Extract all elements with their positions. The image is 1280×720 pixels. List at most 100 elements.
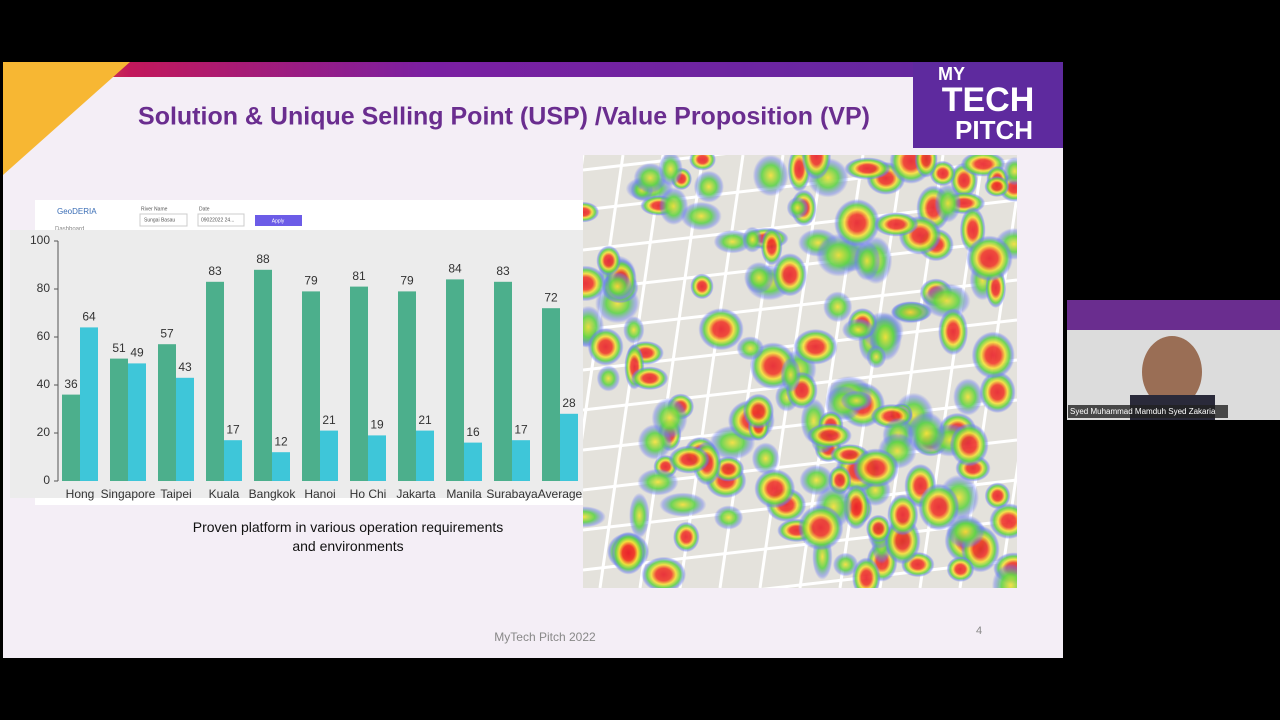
heat-blob — [865, 514, 891, 543]
data-label: 79 — [304, 274, 318, 288]
heat-blob — [629, 492, 650, 539]
chart-area — [10, 230, 583, 498]
participant-face — [1142, 336, 1202, 408]
heat-blob — [583, 265, 607, 302]
data-label: 51 — [112, 341, 126, 355]
heat-blob — [966, 235, 1013, 282]
heat-blob — [772, 253, 808, 297]
heat-blob — [623, 316, 645, 344]
heat-blob — [840, 390, 873, 412]
heat-blob — [979, 371, 1016, 414]
heat-blob — [611, 531, 646, 575]
heat-blob — [713, 505, 744, 530]
bar — [176, 377, 194, 481]
data-label: 21 — [418, 413, 432, 427]
logo-text: TECH — [942, 81, 1035, 119]
bar — [302, 291, 320, 481]
heat-blob — [690, 273, 714, 300]
heat-blob — [946, 514, 986, 549]
x-tick-label: Singapore — [101, 487, 156, 501]
x-tick-label: Hanoi — [304, 487, 335, 501]
heat-blob — [754, 468, 796, 509]
heat-blob — [989, 503, 1017, 540]
bar — [494, 281, 512, 481]
bar — [110, 358, 128, 481]
heat-blob — [1003, 156, 1017, 186]
bar — [464, 442, 482, 481]
page-number: 4 — [976, 625, 982, 637]
heat-blob — [780, 357, 801, 393]
bar — [416, 430, 434, 481]
street — [583, 155, 727, 172]
heat-blob — [689, 155, 717, 171]
heat-blob — [651, 397, 688, 439]
footer: MyTech Pitch 2022 — [494, 630, 596, 644]
dropdown-value: 09022022 24... — [201, 217, 234, 223]
heat-blob — [832, 552, 859, 577]
logo-text: MY — [938, 64, 965, 84]
heat-blob — [793, 328, 838, 365]
heat-blob — [698, 308, 744, 351]
bar — [224, 440, 242, 481]
heat-blob — [786, 196, 809, 219]
name-tag — [1068, 405, 1228, 418]
video-band — [1067, 300, 1280, 330]
caption: Proven platform in various operation req… — [193, 519, 504, 554]
data-label: 81 — [352, 269, 366, 283]
heat-blob — [583, 201, 600, 223]
x-tick-label: Ho Chi — [350, 487, 387, 501]
heat-blob — [799, 464, 834, 496]
bar — [446, 279, 464, 481]
data-label: 21 — [322, 413, 336, 427]
logo — [913, 62, 1063, 148]
heat-blob — [949, 423, 989, 467]
heat-blob — [844, 157, 891, 180]
heat-blob — [984, 175, 1010, 197]
participant-name: Syed Muhammad Mamduh Syed Zakaria — [1070, 407, 1216, 416]
heat-blob — [823, 291, 853, 323]
heat-blob — [713, 229, 752, 254]
data-label: 57 — [160, 326, 174, 340]
x-tick-label: Kuala — [209, 487, 240, 501]
heat-blob — [641, 556, 687, 588]
heat-blob — [743, 261, 775, 294]
heat-blob — [991, 563, 1017, 588]
apply-button[interactable] — [255, 215, 302, 226]
dropdown[interactable] — [197, 213, 245, 227]
corner-accent — [3, 62, 130, 175]
heat-blob — [596, 365, 621, 392]
heat-blob — [934, 184, 962, 223]
heat-blob — [742, 226, 763, 253]
heat-blob — [752, 155, 789, 197]
y-tick-label: 100 — [30, 233, 50, 247]
y-tick-label: 40 — [37, 377, 51, 391]
heat-blob — [873, 212, 919, 237]
y-tick-label: 20 — [37, 425, 51, 439]
heat-blob — [907, 411, 947, 455]
data-label: 83 — [208, 264, 222, 278]
heat-blob — [801, 155, 832, 180]
heat-blob — [693, 170, 725, 203]
heat-blob — [583, 506, 606, 528]
slide-title: Solution & Unique Selling Point (USP) /V… — [138, 103, 870, 131]
data-label: 64 — [82, 310, 96, 324]
dropdown[interactable] — [139, 213, 188, 227]
data-label: 17 — [514, 422, 528, 436]
x-tick-label: Hong — [66, 487, 95, 501]
heat-blob — [736, 336, 765, 361]
bar — [254, 269, 272, 481]
heat-blob — [797, 504, 844, 551]
heat-blob — [637, 468, 679, 496]
filter-label: Date — [199, 206, 210, 212]
bar — [368, 435, 386, 481]
data-label: 43 — [178, 360, 192, 374]
heat-blob — [630, 366, 669, 391]
heat-blob — [673, 521, 700, 553]
bar — [62, 394, 80, 481]
heat-blob — [806, 422, 852, 449]
heat-blob — [587, 327, 624, 366]
x-tick-label: Bangkok — [249, 487, 297, 501]
data-label: 49 — [130, 346, 144, 360]
heat-blob — [680, 201, 722, 231]
data-label: 72 — [544, 290, 558, 304]
